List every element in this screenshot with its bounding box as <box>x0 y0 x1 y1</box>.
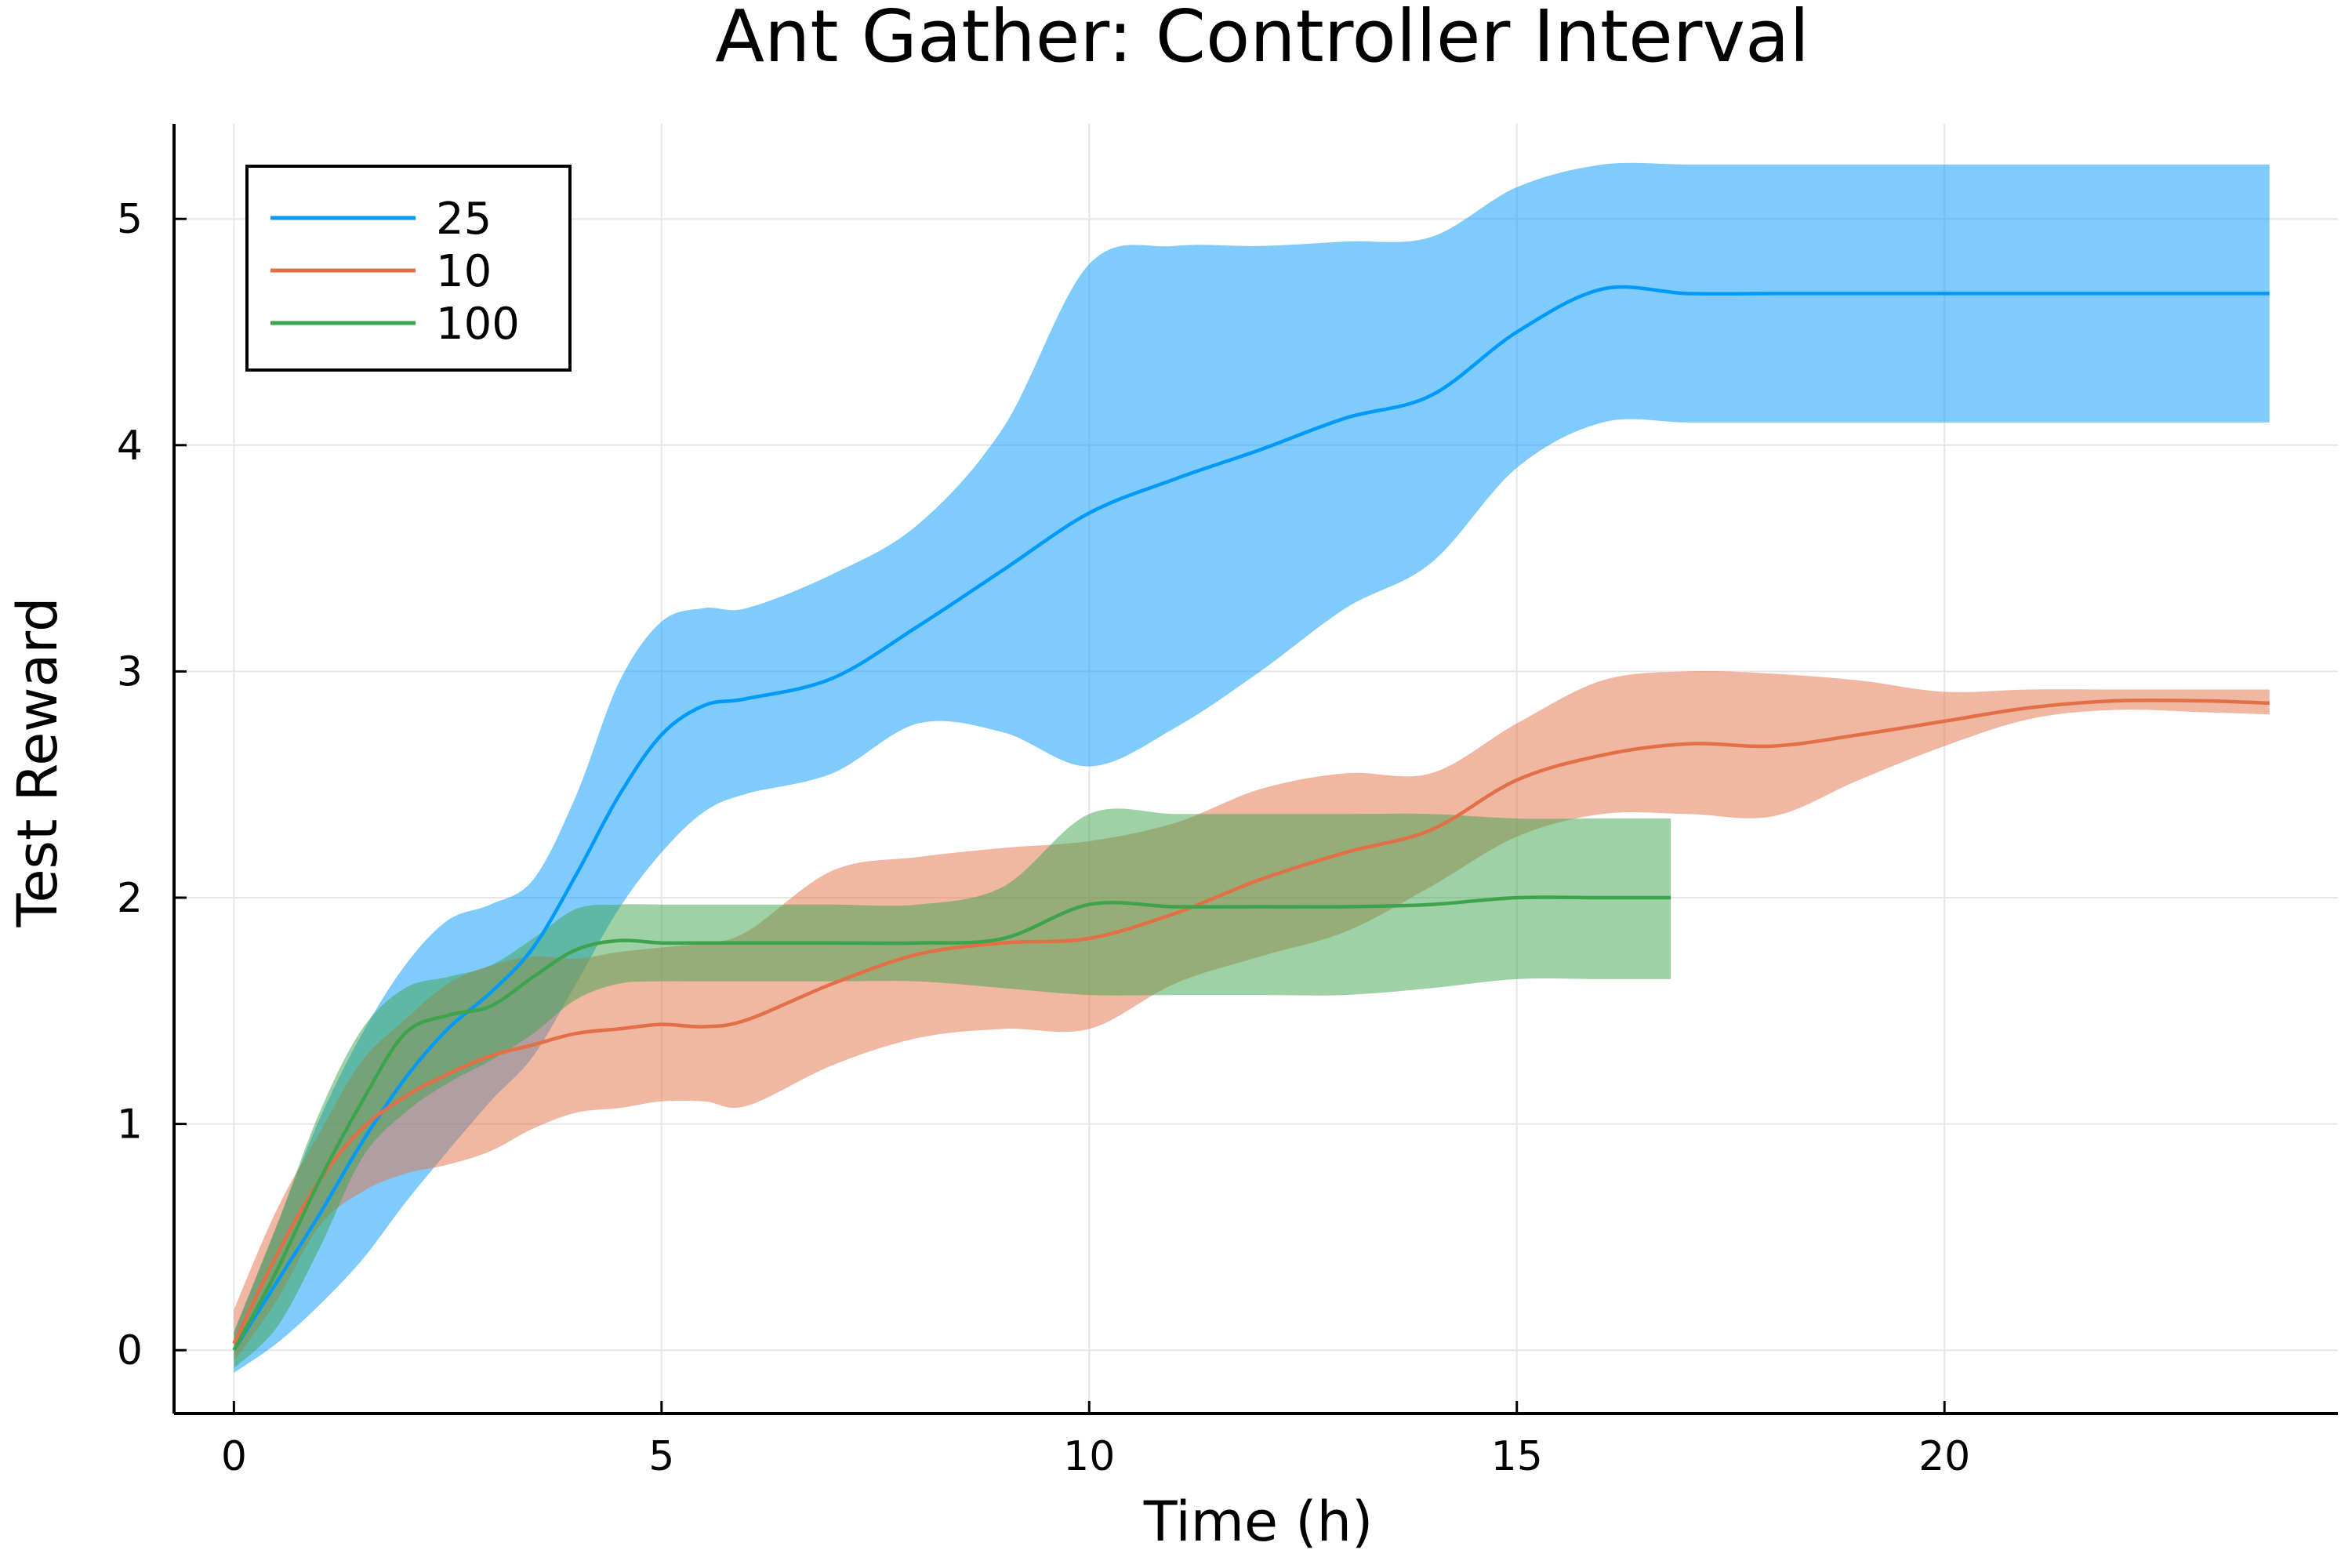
y-tick-label: 2 <box>117 875 143 922</box>
legend-box <box>245 165 572 372</box>
confidence-bands <box>234 162 2270 1374</box>
y-axis-title: Test Reward <box>5 597 70 928</box>
band-10 <box>234 670 2270 1362</box>
band-25 <box>234 162 2270 1374</box>
series-line-10 <box>232 698 2270 1345</box>
x-tick-label: 10 <box>1063 1433 1115 1480</box>
legend-label-10: 10 <box>436 246 492 297</box>
legend-label-25: 25 <box>436 194 492 245</box>
series-line-100 <box>232 895 1671 1352</box>
x-tick-label: 5 <box>648 1433 674 1480</box>
series-lines <box>232 285 2270 1352</box>
x-tick-label: 20 <box>1918 1433 1970 1480</box>
series-line-25 <box>232 285 2270 1352</box>
tick-labels: 0 5 10 15 20 0 1 2 3 4 5 <box>117 196 1970 1480</box>
y-tick-label: 3 <box>117 648 143 695</box>
x-tick-label: 0 <box>221 1433 247 1480</box>
y-tick-label: 5 <box>117 196 143 243</box>
y-tick-label: 1 <box>117 1102 143 1149</box>
legend-label-100: 100 <box>436 299 520 350</box>
y-tick-label: 0 <box>117 1327 143 1374</box>
x-axis-title: Time (h) <box>1143 1490 1374 1554</box>
x-tick-label: 15 <box>1491 1433 1543 1480</box>
band-100 <box>234 808 1671 1369</box>
axes <box>172 124 2338 1415</box>
chart-title: Ant Gather: Controller Interval <box>715 0 1809 78</box>
y-tick-label: 4 <box>117 423 143 470</box>
